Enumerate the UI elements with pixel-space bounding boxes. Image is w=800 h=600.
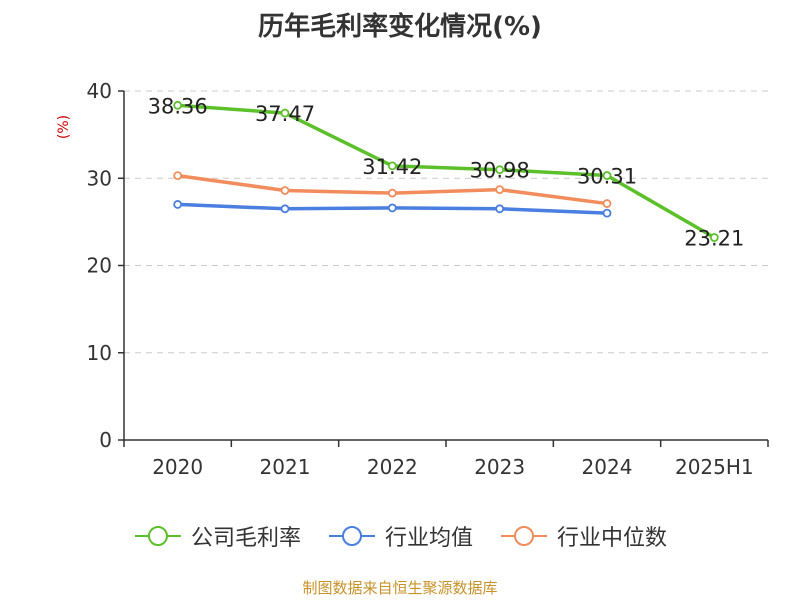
grid-lines [124,90,768,354]
data-point [387,161,397,171]
axes: 0 10 20 30 40 2020 2021 2022 2023 2024 2025H1 [87,79,769,479]
data-label: 30.31 [577,165,637,189]
y-tick-label: 40 [87,79,112,103]
x-tick-label: 2025H1 [675,455,754,479]
legend-item-industry-median[interactable]: 行业中位数 [499,520,667,552]
legend: 公司毛利率 行业均值 行业中位数 [0,520,800,552]
chart-title: 历年毛利率变化情况(%) [258,12,542,42]
data-label: 23.21 [684,226,744,250]
data-point [280,108,290,118]
data-point [495,185,505,194]
legend-line-marker-icon [328,526,375,546]
legend-line-marker-icon [501,526,547,546]
data-point [709,233,719,242]
data-point [173,100,183,110]
data-point [280,186,290,195]
data-point [173,200,183,209]
data-point [495,204,505,214]
data-point [173,171,183,181]
data-label: 31.42 [362,155,422,179]
data-point [602,171,612,180]
y-axis-label: (%) [56,115,72,139]
data-labels: 38.36 37.47 31.42 30.98 30.31 23.21 [148,94,745,250]
data-point [495,165,505,175]
series-line [177,103,716,240]
series-lines [173,100,719,242]
y-tick-label: 30 [87,166,112,190]
legend-item-industry-mean[interactable]: 行业均值 [327,520,473,552]
data-label: 30.98 [470,159,530,183]
x-tick-label: 2023 [474,455,525,479]
legend-line-marker-icon [134,526,181,546]
legend-circle [147,526,168,546]
x-tick-label: 2024 [582,455,633,479]
legend-label: 行业中位数 [557,526,668,551]
x-tick-label: 2020 [152,455,203,479]
data-point [387,203,397,213]
data-point [280,204,290,214]
data-point [602,208,612,218]
y-tick-label: 20 [87,254,112,278]
data-label: 37.47 [255,102,315,126]
data-point [602,199,612,208]
legend-circle [514,526,534,546]
data-label: 38.36 [148,94,208,118]
legend-label: 行业均值 [384,526,473,551]
y-tick-label: 0 [99,428,112,452]
legend-item-company-margin[interactable]: 公司毛利率 [133,520,301,552]
x-tick-label: 2022 [367,455,418,479]
source-note: 制图数据来自恒生聚源数据库 [302,579,498,597]
x-tick-label: 2021 [260,455,311,479]
data-point [387,188,397,198]
legend-circle [341,526,362,546]
y-tick-label: 10 [87,341,112,365]
legend-label: 公司毛利率 [190,526,301,551]
